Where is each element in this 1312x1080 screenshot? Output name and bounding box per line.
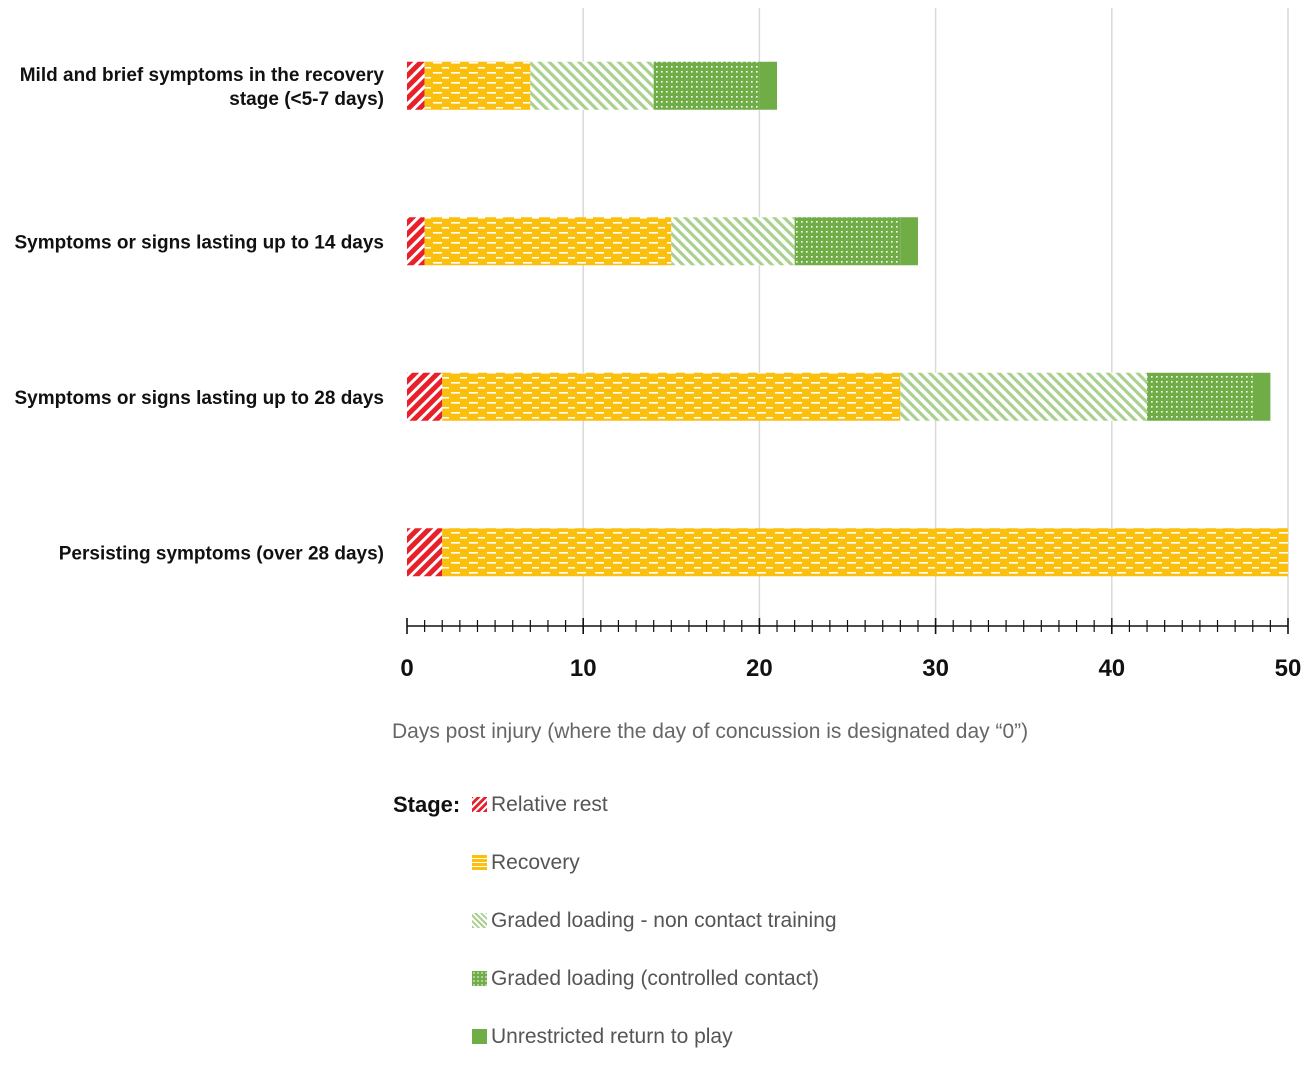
legend-swatch (472, 855, 487, 870)
legend-label: Recovery (491, 850, 580, 874)
bar-segment (407, 217, 425, 266)
legend-label: Graded loading - non contact training (491, 908, 837, 932)
legend-item: Relative rest (472, 790, 837, 819)
bar-segment (653, 61, 760, 110)
x-tick-label: 10 (570, 655, 597, 682)
legend-item: Unrestricted return to play (472, 1022, 837, 1051)
legend-label: Graded loading (controlled contact) (491, 966, 820, 990)
legend-title: Stage: (393, 792, 461, 817)
bar-segment (900, 217, 918, 266)
bar-segment (424, 61, 531, 110)
category-label: stage (<5-7 days) (229, 89, 384, 110)
category-label: Mild and brief symptoms in the recovery (20, 65, 385, 86)
legend-label: Relative rest (491, 792, 608, 816)
bar-segment (424, 217, 672, 266)
category-label: Persisting symptoms (over 28 days) (59, 543, 384, 564)
x-tick-label: 30 (922, 655, 949, 682)
x-tick-label: 50 (1275, 655, 1302, 682)
bar-segment (759, 61, 778, 110)
bar-segment (900, 372, 1148, 421)
category-label: Symptoms or signs lasting up to 14 days (14, 232, 384, 253)
bar-segment (671, 217, 795, 266)
legend-swatch (472, 913, 487, 928)
gridlines (582, 8, 1289, 626)
bar-segment (407, 372, 443, 421)
bar-segment (407, 528, 443, 577)
bar-segment (1147, 372, 1253, 421)
legend-swatch (472, 1029, 487, 1044)
legend-swatch (472, 797, 487, 812)
category-label: Symptoms or signs lasting up to 28 days (14, 388, 384, 409)
legend-label: Unrestricted return to play (491, 1024, 733, 1048)
x-axis: 0 10 20 30 40 50 (400, 618, 1301, 682)
bar-segment (442, 372, 901, 421)
x-tick-label: 40 (1098, 655, 1125, 682)
category-labels: Mild and brief symptoms in the recovery s… (14, 65, 384, 565)
x-tick-label: 20 (746, 655, 773, 682)
x-tick-label: 0 (400, 655, 413, 682)
legend-item: Recovery (472, 848, 837, 877)
bar-segment (530, 61, 654, 110)
bar-segment (794, 217, 901, 266)
bars (407, 61, 1288, 577)
bar-segment (407, 61, 425, 110)
legend-item: Graded loading (controlled contact) (472, 964, 837, 993)
chart: 0 10 20 30 40 50 Mild and brief symptoms in t… (14, 8, 1301, 682)
legend: Relative rest Recovery Graded loading - no… (472, 790, 837, 1080)
legend-swatch (472, 971, 487, 986)
x-axis-title: Days post injury (where the day of concu… (392, 720, 1029, 743)
bar-segment (442, 528, 1288, 577)
legend-item: Graded loading - non contact training (472, 906, 837, 935)
bar-segment (1252, 372, 1271, 421)
